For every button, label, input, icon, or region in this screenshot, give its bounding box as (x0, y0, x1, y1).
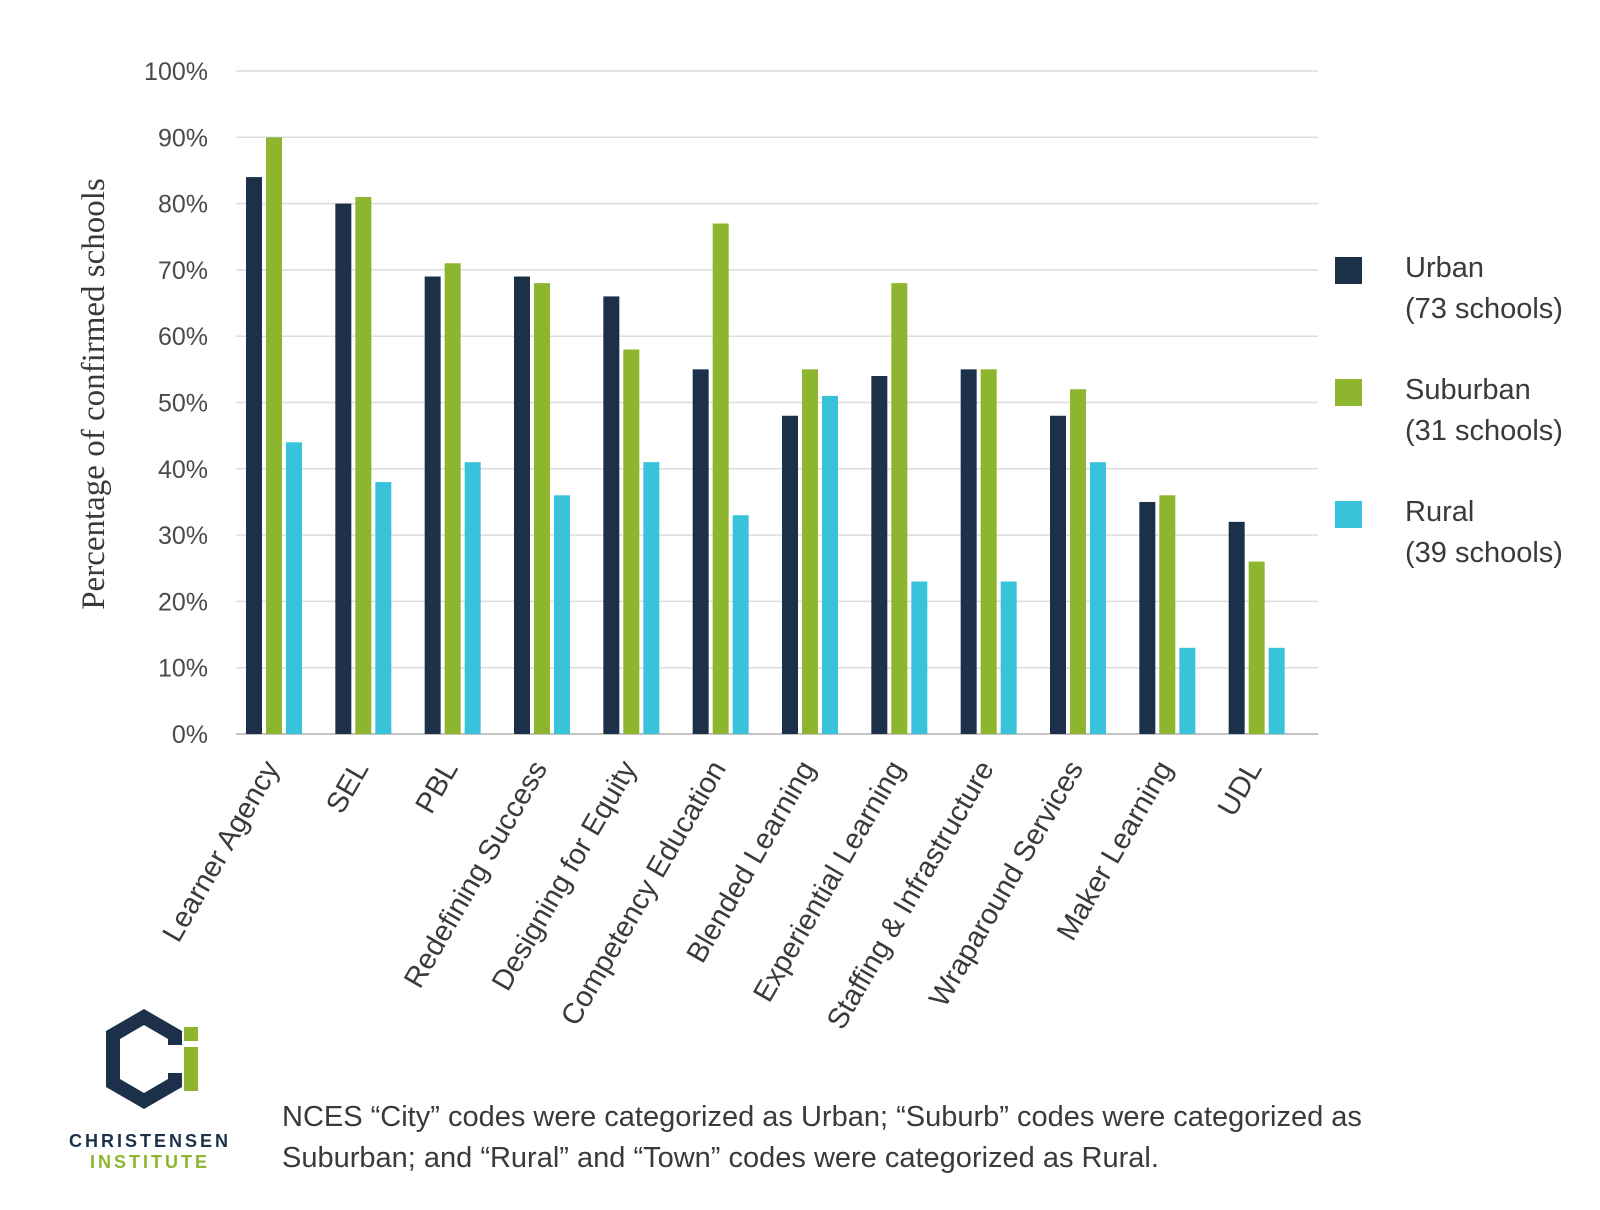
bar-suburban-competency-education (712, 223, 729, 735)
legend-detail-rural: (39 schools) (1405, 537, 1563, 569)
legend-swatch-suburban (1335, 379, 1362, 406)
y-tick-label: 100% (144, 58, 208, 86)
bar-urban-staffing-infrastructure (960, 369, 977, 734)
bar-rural-blended-learning (822, 395, 838, 734)
y-tick-label: 0% (172, 721, 208, 749)
bar-suburban-pbl (444, 263, 461, 734)
bar-urban-sel (335, 203, 352, 735)
legend-detail-suburban: (31 schools) (1405, 415, 1563, 447)
bar-suburban-maker-learning (1159, 495, 1176, 734)
bar-urban-redefining-success (514, 276, 530, 734)
bar-urban-designing-for-equity (603, 296, 620, 734)
bar-suburban-staffing-infrastructure (980, 369, 997, 734)
bar-suburban-designing-for-equity (623, 349, 640, 734)
bar-rural-pbl (464, 462, 481, 734)
bar-suburban-redefining-success (534, 283, 550, 734)
logo-subtitle: INSTITUTE (90, 1152, 210, 1172)
bar-rural-competency-education (732, 515, 749, 734)
logo-hexagon-icon (106, 1009, 198, 1109)
bar-urban-blended-learning (782, 415, 798, 734)
y-tick-label: 70% (158, 257, 208, 285)
bar-rural-sel (375, 482, 392, 734)
legend-detail-urban: (73 schools) (1405, 293, 1563, 325)
bar-rural-designing-for-equity (643, 462, 660, 734)
bar-urban-pbl (424, 276, 441, 734)
x-tick-label-learner-agency: Learner Agency (157, 755, 287, 947)
bar-rural-wraparound-services (1090, 462, 1106, 734)
y-tick-label: 20% (158, 588, 208, 616)
bar-suburban-learner-agency (266, 137, 282, 735)
y-tick-label: 90% (158, 124, 208, 152)
y-tick-label: 30% (158, 522, 208, 550)
x-tick-label-sel: SEL (320, 756, 375, 819)
y-tick-label: 80% (158, 191, 208, 219)
bar-urban-competency-education (692, 369, 709, 734)
bar-rural-learner-agency (286, 442, 302, 734)
logo-name: CHRISTENSEN (68, 1131, 231, 1151)
bar-urban-learner-agency (246, 177, 262, 734)
x-tick-label-competency-education: Competency Education (555, 756, 733, 1032)
y-tick-label: 60% (158, 323, 208, 351)
legend-swatch-urban (1335, 257, 1362, 284)
y-tick-label: 10% (158, 655, 208, 683)
bar-rural-udl (1268, 647, 1285, 734)
bar-urban-udl (1228, 521, 1245, 734)
bar-chart: 0% 10% 20% 30% 40% 50% 60% 70% 80% 90% 100% Learner… (76, 58, 1318, 1035)
x-tick-label-udl: UDL (1212, 756, 1269, 822)
legend-label-suburban: Suburban (1405, 374, 1531, 406)
bar-urban-maker-learning (1139, 501, 1156, 734)
x-tick-label-pbl: PBL (410, 756, 465, 819)
y-axis-label: Percentage of confirmed schools (76, 178, 112, 610)
y-tick-label: 40% (158, 456, 208, 484)
bar-suburban-experiential-learning (891, 283, 908, 734)
legend-swatch-rural (1335, 501, 1362, 528)
legend-label-rural: Rural (1405, 496, 1475, 528)
bar-urban-experiential-learning (871, 375, 888, 734)
footnote-line-1: NCES “City” codes were categorized as Ur… (282, 1101, 1362, 1133)
x-tick-label-staffing-infrastructure: Staffing & Infrastructure (821, 756, 1001, 1035)
y-tick-label: 50% (158, 390, 208, 418)
x-tick-label-wraparound-services: Wraparound Services (923, 756, 1090, 1013)
bar-rural-maker-learning (1179, 647, 1196, 734)
christensen-institute-logo: CHRISTENSEN INSTITUTE (60, 1005, 240, 1175)
footnote-line-2: Suburban; and “Rural” and “Town” codes w… (282, 1142, 1159, 1174)
bar-rural-experiential-learning (911, 581, 928, 734)
bar-urban-wraparound-services (1050, 415, 1066, 734)
bar-suburban-sel (355, 196, 372, 735)
footnote: NCES “City” codes were categorized as Ur… (282, 1097, 1482, 1179)
bar-suburban-wraparound-services (1070, 389, 1086, 734)
legend-label-urban: Urban (1405, 252, 1484, 284)
bar-suburban-blended-learning (802, 369, 818, 734)
bar-rural-redefining-success (554, 495, 570, 734)
bar-rural-staffing-infrastructure (1000, 581, 1017, 734)
bar-suburban-udl (1248, 561, 1265, 734)
